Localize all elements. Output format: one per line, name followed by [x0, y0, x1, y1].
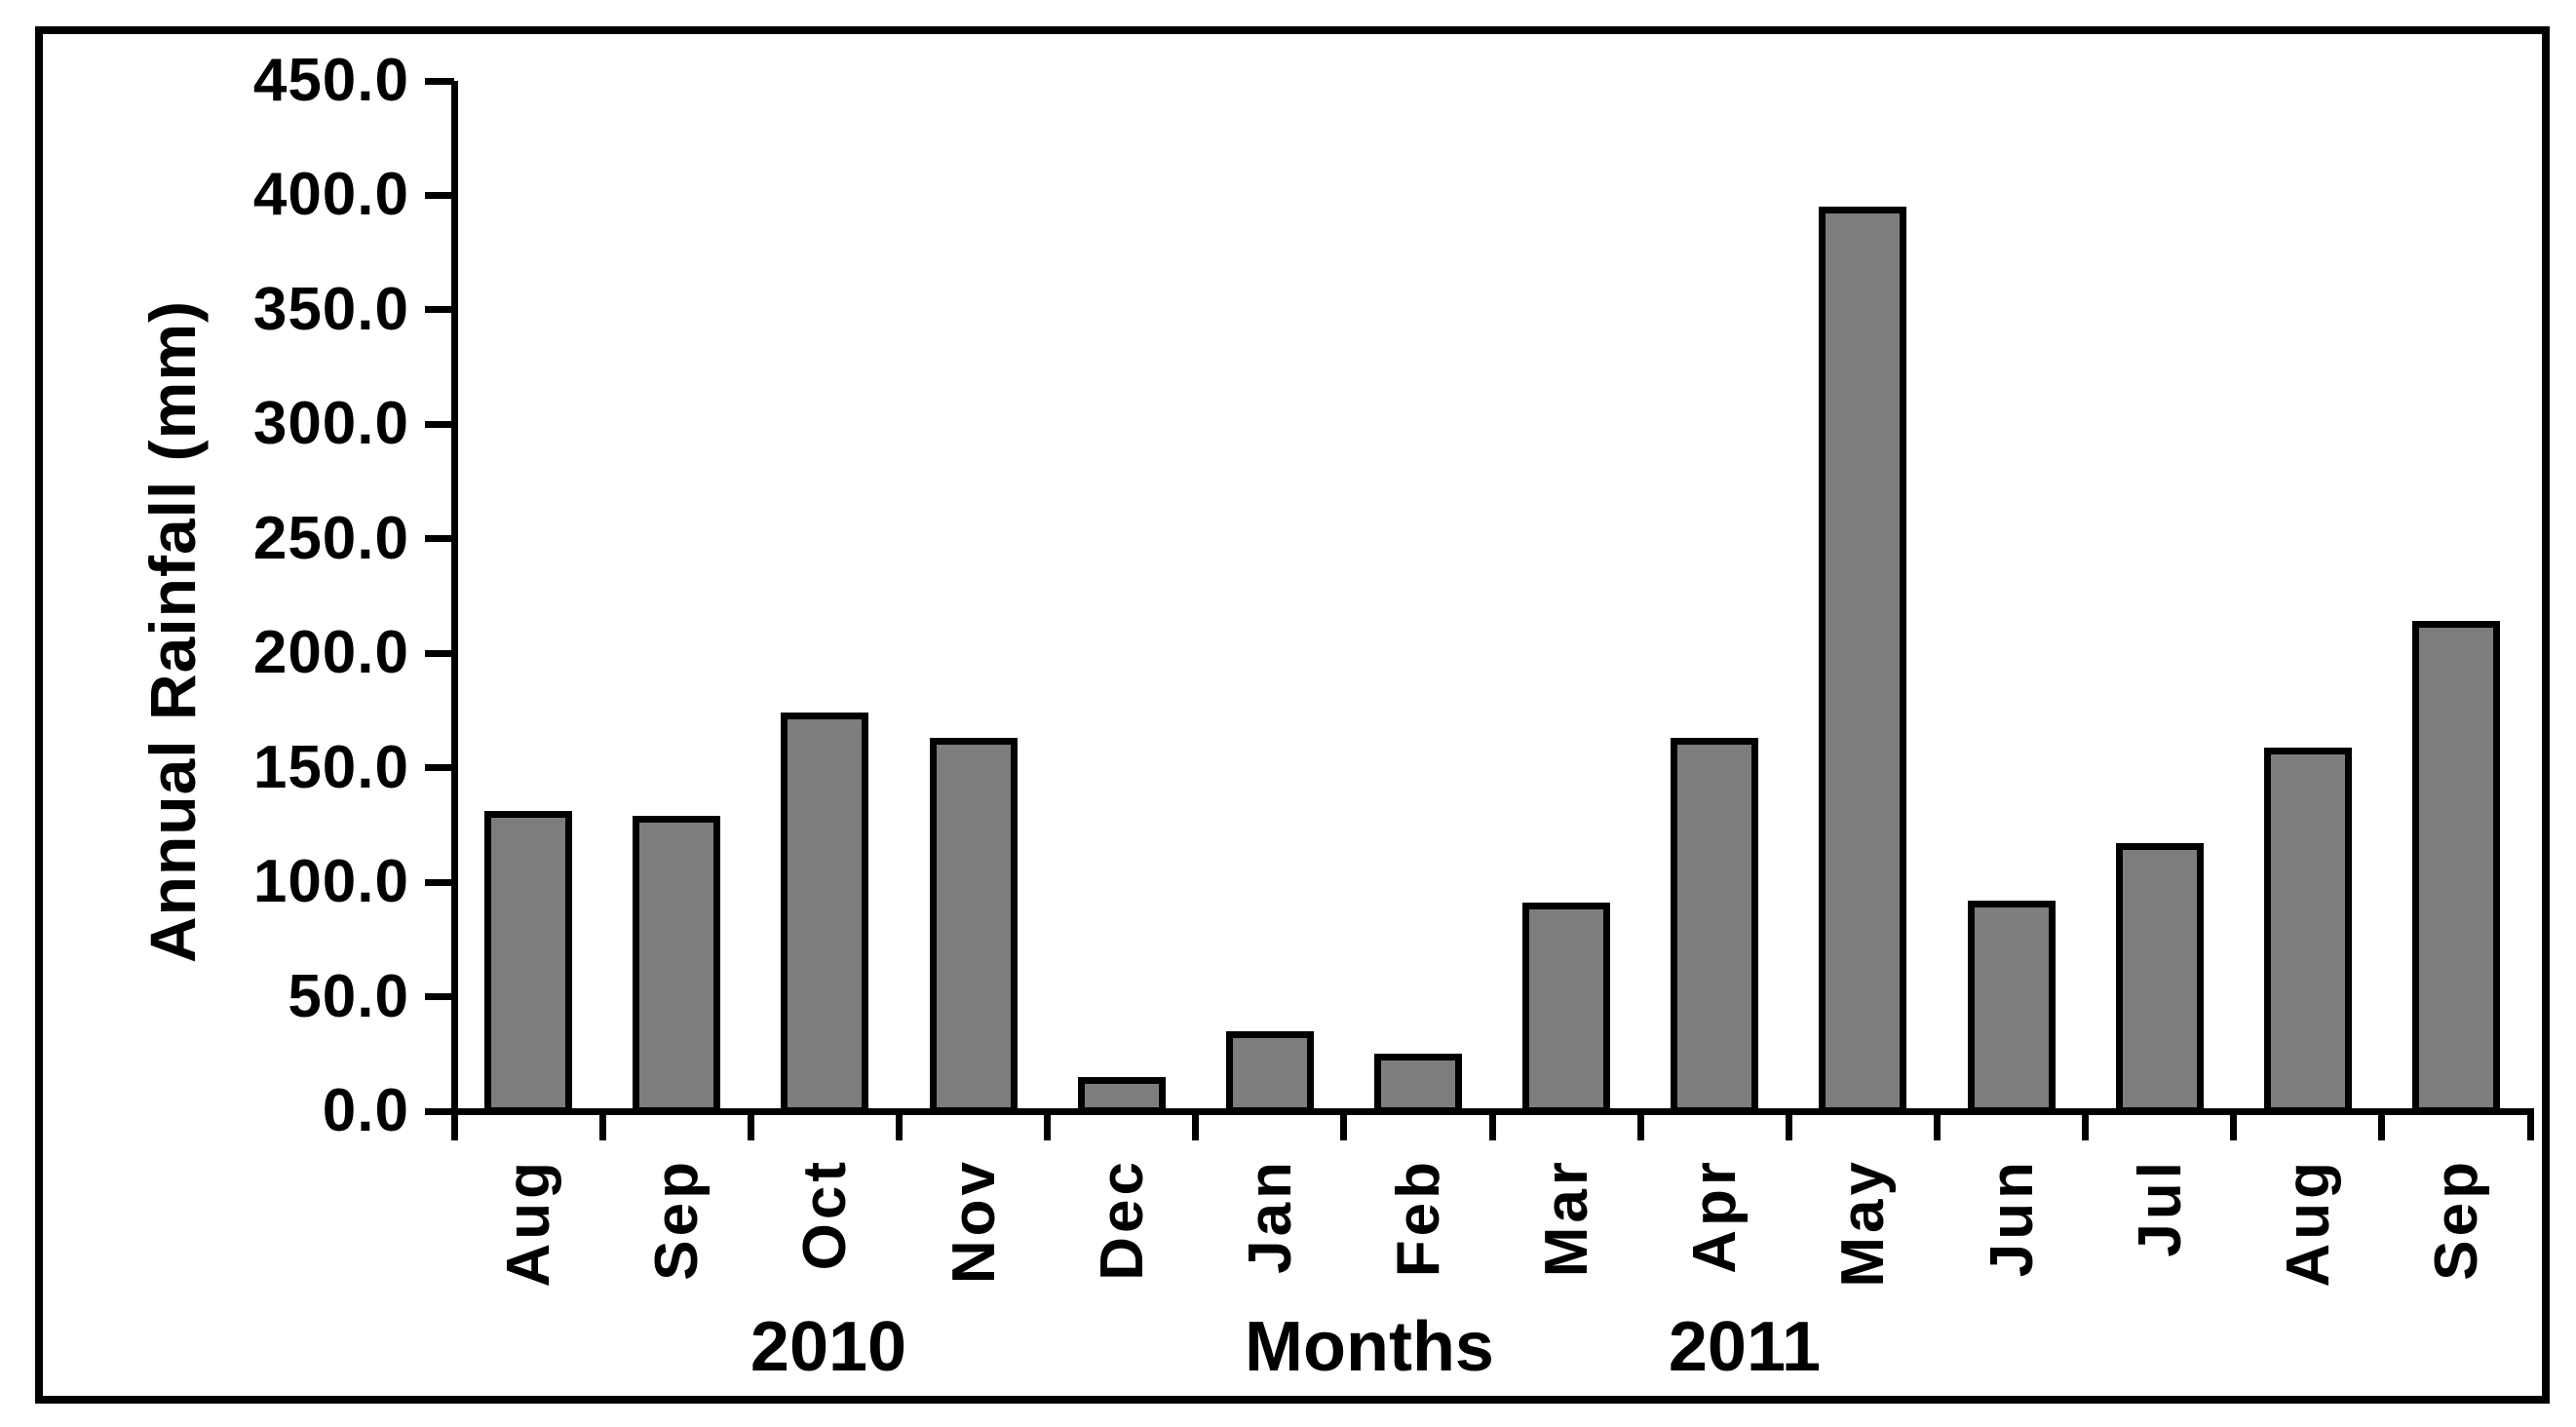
bar-sep-2011 [2411, 621, 2500, 1115]
y-axis-tick [425, 191, 454, 199]
x-axis-tick [2378, 1111, 2386, 1140]
y-axis-tick [425, 77, 454, 85]
y-axis-tick [425, 764, 454, 772]
y-axis-tick [425, 535, 454, 543]
y-axis-tick [425, 993, 454, 1001]
x-axis-tick [1192, 1111, 1200, 1140]
y-tick-label: 400.0 [252, 161, 409, 229]
x-axis-tick [1636, 1111, 1644, 1140]
bar-mar-2011 [1522, 903, 1611, 1115]
bar-feb-2011 [1373, 1054, 1462, 1115]
y-tick-label: 0.0 [322, 1077, 409, 1144]
bar-may-2011 [1819, 207, 1907, 1115]
x-tick-label-aug-2011: Aug [2274, 1158, 2342, 1288]
bar-oct-2010 [781, 713, 869, 1115]
bar-aug-2011 [2263, 747, 2352, 1115]
x-axis-tick [1488, 1111, 1496, 1140]
x-tick-label-jun-2011: Jun [1978, 1158, 2045, 1278]
y-tick-label: 50.0 [288, 962, 409, 1030]
x-tick-label-jul-2011: Jul [2126, 1158, 2194, 1257]
x-tick-label-aug-2010: Aug [494, 1158, 562, 1288]
y-tick-label: 150.0 [252, 733, 409, 801]
y-axis-tick [425, 878, 454, 886]
bar-nov-2010 [929, 738, 1018, 1115]
x-axis-tick [747, 1111, 754, 1140]
y-axis-tick [425, 1107, 454, 1115]
y-axis-tick [425, 649, 454, 657]
plot-area: 0.0 50.0 100.0 150.0 200.0 250.0 300.0 350.0 400… [8, 8, 2576, 1427]
y-tick-label: 450.0 [252, 47, 409, 114]
x-axis-tick [1785, 1111, 1792, 1140]
x-axis-tick [598, 1111, 606, 1140]
x-axis-tick [2082, 1111, 2090, 1140]
bar-aug-2010 [484, 811, 573, 1115]
y-tick-label: 300.0 [252, 390, 409, 458]
bar-jun-2011 [1967, 900, 2056, 1115]
x-axis-tick [450, 1111, 458, 1140]
x-axis-tick [2526, 1111, 2534, 1140]
year-label-2010: 2010 [750, 1308, 907, 1386]
bar-sep-2010 [633, 815, 721, 1115]
y-axis-tick [425, 420, 454, 428]
y-tick-label: 100.0 [252, 848, 409, 916]
x-tick-label-sep-2011: Sep [2422, 1158, 2490, 1281]
x-tick-label-dec-2010: Dec [1088, 1158, 1156, 1281]
chart-outer-frame: Annual Rainfall (mm) 0.0 50.0 100.0 150.0 20… [35, 26, 2550, 1404]
x-axis-tick [895, 1111, 903, 1140]
x-axis-title-months: Months [1245, 1308, 1494, 1386]
bar-jul-2011 [2115, 843, 2204, 1115]
bar-dec-2010 [1077, 1076, 1166, 1115]
y-tick-label: 200.0 [252, 619, 409, 687]
year-label-2011: 2011 [1668, 1308, 1822, 1386]
x-axis-tick [1933, 1111, 1941, 1140]
x-axis-tick [1044, 1111, 1052, 1140]
x-axis-tick [2230, 1111, 2238, 1140]
bar-jan-2011 [1225, 1030, 1314, 1115]
y-axis-line [450, 81, 458, 1140]
x-axis-tick [1340, 1111, 1348, 1140]
y-tick-label: 350.0 [252, 275, 409, 343]
y-tick-label: 250.0 [252, 504, 409, 572]
bar-apr-2011 [1671, 738, 1759, 1115]
y-axis-tick [425, 306, 454, 314]
